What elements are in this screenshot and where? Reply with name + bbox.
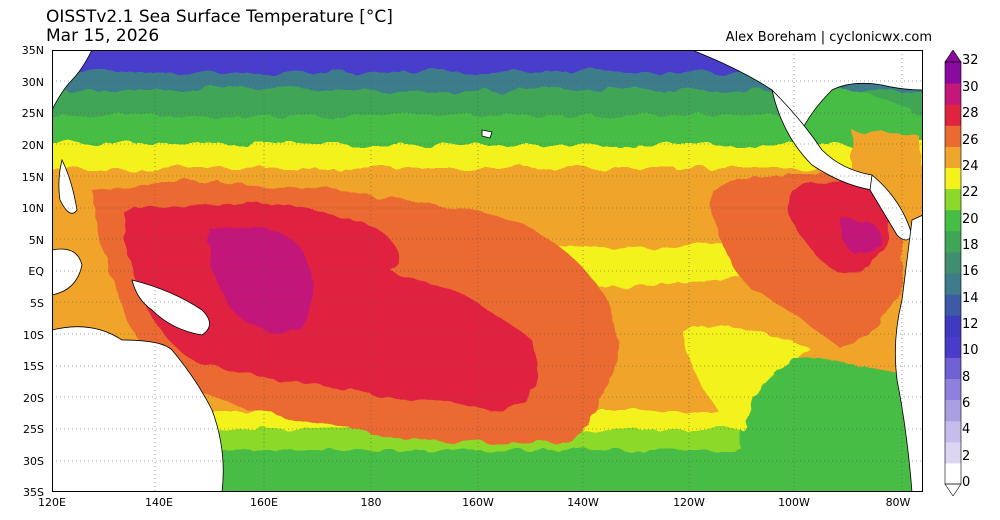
- colorbar-swatch: [945, 209, 961, 232]
- lat-label: 25N: [21, 107, 44, 120]
- colorbar-label: 24: [962, 159, 979, 174]
- colorbar-swatch: [945, 336, 961, 358]
- colorbar-swatch: [945, 273, 961, 295]
- colorbar-swatch: [945, 104, 961, 126]
- sst-map: [52, 50, 923, 492]
- lat-label: 35N: [21, 44, 44, 57]
- colorbar-swatch: [945, 357, 961, 379]
- colorbar-swatch: [945, 399, 961, 422]
- lat-label: EQ: [28, 265, 44, 278]
- land-new-guinea: [131, 279, 210, 336]
- lat-label: 10S: [23, 329, 44, 342]
- map-title: OISSTv2.1 Sea Surface Temperature [°C]: [46, 7, 393, 27]
- colorbar-max-arrow: [944, 49, 962, 63]
- colorbar-swatch: [945, 378, 961, 401]
- land: [52, 50, 923, 492]
- colorbar-label: 32: [962, 53, 979, 68]
- colorbar-label: 30: [962, 80, 979, 95]
- lat-label: 10N: [21, 202, 44, 215]
- lon-label: 120E: [38, 496, 66, 509]
- lon-label: 180: [360, 496, 382, 509]
- colorbar-label: 14: [962, 291, 979, 306]
- colorbar-swatch: [945, 146, 961, 168]
- colorbar-label: 0: [962, 475, 971, 490]
- lon-label: 100W: [778, 496, 810, 509]
- land-philippines: [58, 158, 78, 214]
- band-north-18: [52, 72, 923, 94]
- lon-label: 80W: [885, 496, 911, 509]
- colorbar-label: 20: [962, 212, 979, 227]
- colorbar-swatch: [945, 230, 961, 253]
- map-frame: [52, 50, 923, 492]
- graticule: [52, 50, 923, 492]
- region-se-yellow: [682, 327, 812, 430]
- colorbar-label: 28: [962, 106, 979, 121]
- lat-label: 5N: [28, 234, 44, 247]
- colorbar-min-arrow: [944, 483, 962, 497]
- colorbar-swatch: [945, 125, 961, 147]
- colorbar-label: 22: [962, 185, 979, 200]
- region-se-cool: [738, 357, 923, 492]
- colorbar-label: 12: [962, 317, 979, 332]
- colorbar-label: 26: [962, 133, 979, 148]
- colorbar-swatch: [945, 83, 961, 105]
- lat-label: 15S: [23, 360, 44, 373]
- lat-label: 25S: [23, 423, 44, 436]
- colorbar-swatch: [945, 167, 961, 190]
- colorbar-label: 2: [962, 449, 971, 464]
- lat-label: 20N: [21, 139, 44, 152]
- region-ep-core: [841, 219, 882, 255]
- colorbar-swatch: [945, 315, 961, 337]
- lon-label: 160E: [250, 496, 278, 509]
- region-warm-core: [210, 227, 312, 334]
- lon-label: 120W: [673, 496, 705, 509]
- lon-label: 160W: [462, 496, 494, 509]
- land-asia: [52, 50, 93, 111]
- map-date: Mar 15, 2026: [46, 26, 160, 46]
- colorbar-label: 8: [962, 370, 971, 385]
- land-hawaii: [481, 129, 493, 139]
- lon-label: 140W: [567, 496, 599, 509]
- colorbar-swatch: [945, 251, 961, 274]
- colorbar-frame: [944, 61, 962, 485]
- colorbar-swatch: [945, 188, 961, 211]
- colorbar-swatch: [945, 294, 961, 316]
- lat-label: 30N: [21, 76, 44, 89]
- land-borneo: [52, 248, 83, 296]
- map-credit: Alex Boreham | cyclonicwx.com: [725, 30, 932, 45]
- lat-label: 20S: [23, 392, 44, 405]
- colorbar-label: 18: [962, 238, 979, 253]
- colorbar-swatch: [945, 62, 961, 84]
- land-australia: [52, 326, 224, 492]
- colorbar-swatch: [945, 420, 961, 443]
- colorbar-label: 10: [962, 343, 979, 358]
- colorbar-label: 16: [962, 264, 979, 279]
- colorbar: [944, 49, 962, 500]
- colorbar-label: 6: [962, 396, 971, 411]
- lat-label: 15N: [21, 171, 44, 184]
- land-central-america: [869, 174, 913, 241]
- land-south-america: [894, 214, 923, 492]
- lat-label: 5S: [30, 297, 44, 310]
- land-north-america: [691, 50, 923, 131]
- lat-label: 35S: [23, 486, 44, 499]
- colorbar-swatch: [945, 462, 961, 485]
- colorbar-label: 4: [962, 422, 971, 437]
- lon-label: 140E: [145, 496, 173, 509]
- colorbar-swatch: [945, 441, 961, 464]
- lat-label: 30S: [23, 455, 44, 468]
